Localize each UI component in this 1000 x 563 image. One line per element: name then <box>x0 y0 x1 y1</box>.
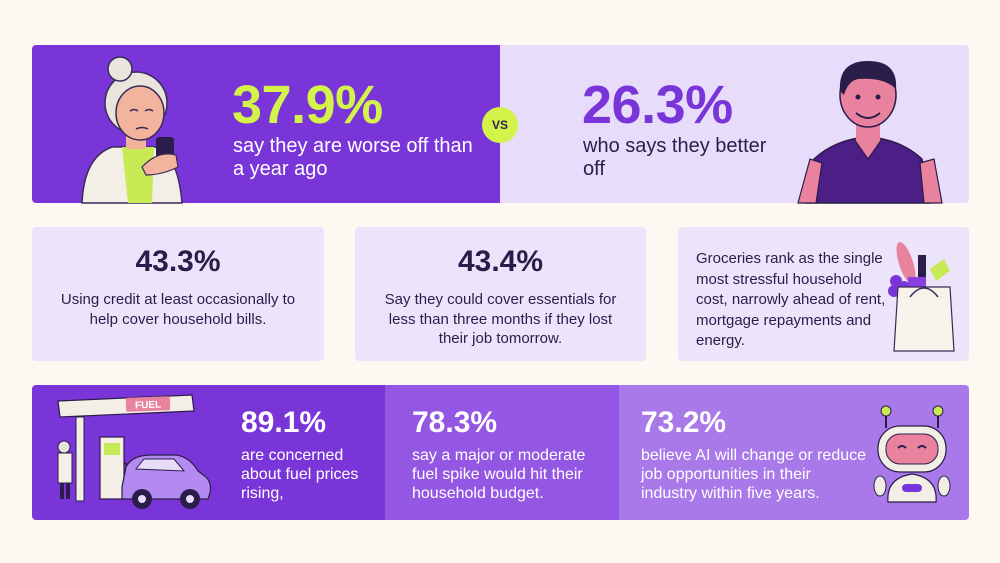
card-groceries-caption: Groceries rank as the single most stress… <box>696 250 886 349</box>
vs-badge: VS <box>482 107 518 143</box>
fuel-spike-caption: say a major or moderate fuel spike would… <box>412 447 586 502</box>
ai-jobs-caption: believe AI will change or reduce job opp… <box>641 447 867 502</box>
robot-icon <box>873 405 951 503</box>
fuel-spike-stat: 78.3% <box>412 406 498 439</box>
better-off-stat: 26.3% <box>582 75 733 135</box>
fuel-station-icon: FUEL <box>57 394 212 509</box>
worse-off-stat: 37.9% <box>232 75 383 135</box>
smiling-man-illustration <box>797 61 943 204</box>
card-savings-caption: Say they could cover essentials for less… <box>384 291 617 347</box>
card-groceries: Groceries rank as the single most stress… <box>678 227 969 361</box>
elderly-woman-phone-illustration <box>81 56 183 204</box>
worse-off-caption: say they are worse off than a year ago <box>233 135 473 180</box>
card-savings-stat: 43.4% <box>457 245 544 278</box>
card-credit-caption: Using credit at least occasionally to he… <box>60 291 296 328</box>
card-credit-stat: 43.3% <box>135 245 221 278</box>
fuel-concern-stat: 89.1% <box>241 406 327 439</box>
ai-jobs-stat: 73.2% <box>641 406 727 439</box>
fuel-sign-text: FUEL <box>135 400 161 412</box>
grocery-bag-icon <box>888 241 955 352</box>
card-savings: 43.4% Say they could cover essentials fo… <box>355 227 646 361</box>
better-off-caption: who says they better off <box>583 135 767 180</box>
card-credit: 43.3% Using credit at least occasionally… <box>32 227 324 361</box>
fuel-spike-panel <box>385 385 619 520</box>
fuel-concern-caption: are concerned about fuel prices rising, <box>241 447 359 502</box>
